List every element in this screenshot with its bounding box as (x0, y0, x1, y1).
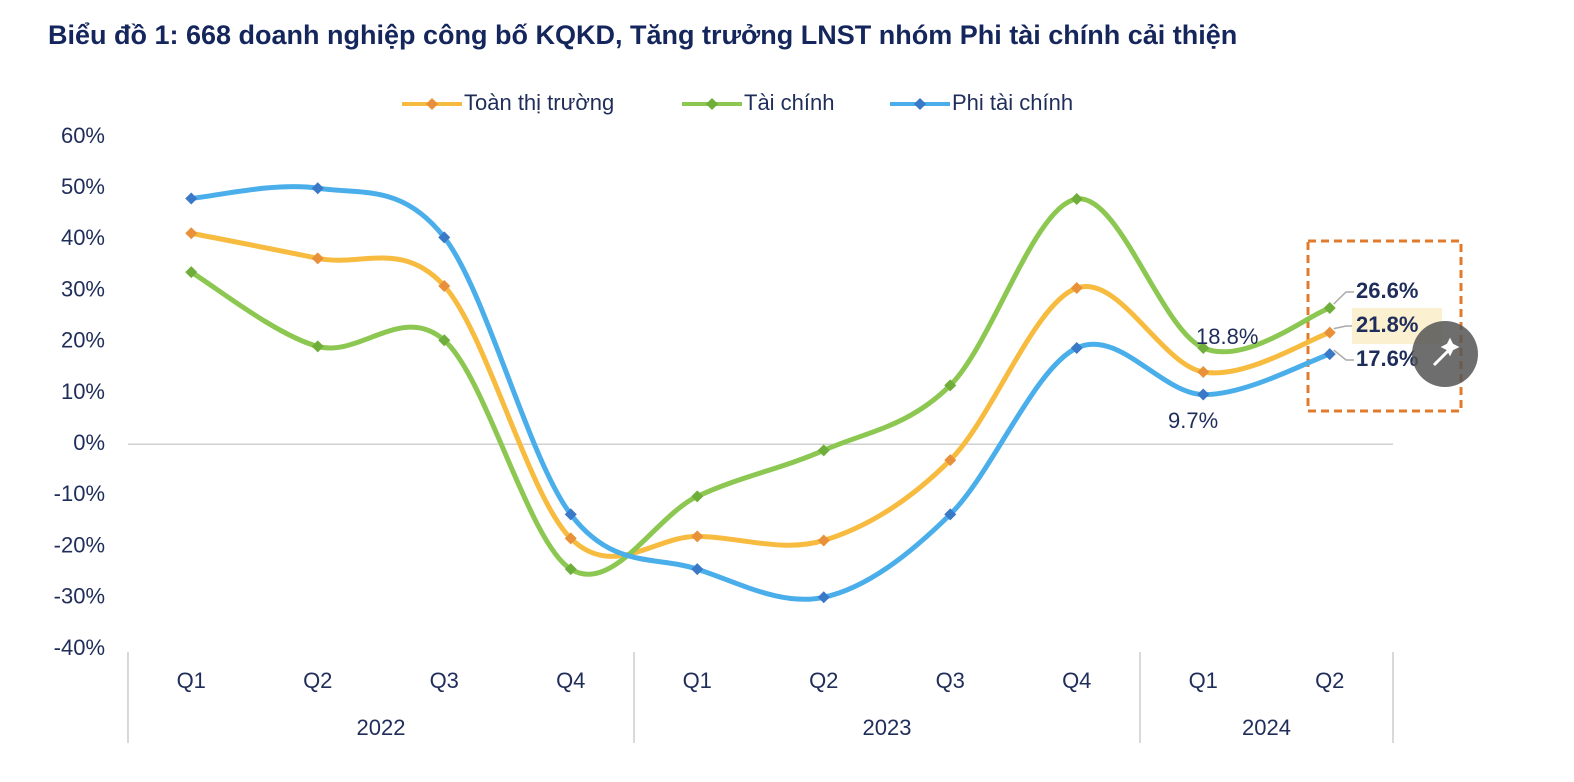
point-marker (944, 379, 957, 392)
point-marker (1323, 302, 1336, 315)
point-marker (564, 508, 577, 521)
point-marker (564, 563, 577, 576)
x-group-label: 2022 (357, 715, 406, 740)
point-marker (185, 266, 198, 279)
point-marker (438, 334, 451, 347)
x-tick-label: Q1 (1189, 668, 1218, 693)
x-tick-label: Q1 (177, 668, 206, 693)
leader-line (1333, 349, 1354, 361)
x-tick-label: Q3 (936, 668, 965, 693)
point-marker (1323, 326, 1336, 339)
point-marker (311, 252, 324, 265)
data-label: 17.6% (1356, 346, 1418, 371)
point-marker (311, 340, 324, 353)
series-line (188, 184, 1333, 602)
point-marker (1070, 341, 1083, 354)
leader-line (1333, 291, 1354, 305)
y-tick-label: -10% (54, 481, 105, 506)
x-tick-label: Q2 (1315, 668, 1344, 693)
point-marker (691, 563, 704, 576)
x-tick-label: Q2 (809, 668, 838, 693)
y-tick-label: 30% (61, 276, 105, 301)
y-tick-label: 50% (61, 174, 105, 199)
x-tick-label: Q2 (303, 668, 332, 693)
point-marker (311, 182, 324, 195)
point-marker (1070, 282, 1083, 295)
data-label: 21.8% (1356, 312, 1418, 337)
point-marker (185, 227, 198, 240)
x-group-label: 2023 (863, 715, 912, 740)
point-marker (1197, 388, 1210, 401)
point-marker (1197, 366, 1210, 379)
point-marker (817, 444, 830, 457)
y-tick-label: 10% (61, 379, 105, 404)
legend-label: Phi tài chính (952, 90, 1073, 115)
series-line (188, 196, 1333, 577)
point-marker (438, 279, 451, 292)
point-marker (564, 532, 577, 545)
legend-marker (706, 98, 718, 110)
point-marker (1197, 341, 1210, 354)
x-group-label: 2024 (1242, 715, 1291, 740)
data-label: 26.6% (1356, 278, 1418, 303)
series-line (188, 230, 1333, 559)
point-marker (944, 508, 957, 521)
data-label: 9.7% (1168, 408, 1218, 433)
leader-line (1333, 325, 1354, 330)
y-tick-label: 60% (61, 123, 105, 148)
legend-marker (426, 98, 438, 110)
x-tick-label: Q4 (1062, 668, 1091, 693)
edit-icon-glyph (1432, 337, 1460, 367)
point-marker (817, 591, 830, 604)
point-marker (438, 231, 451, 244)
y-tick-label: -40% (54, 635, 105, 660)
point-marker (1323, 348, 1336, 361)
point-marker (817, 534, 830, 547)
y-tick-label: 0% (73, 430, 105, 455)
point-marker (1070, 192, 1083, 205)
x-tick-label: Q4 (556, 668, 585, 693)
y-tick-label: -20% (54, 532, 105, 557)
chart-title: Biểu đồ 1: 668 doanh nghiệp công bố KQKD… (48, 20, 1237, 50)
x-tick-label: Q1 (683, 668, 712, 693)
y-tick-label: 40% (61, 225, 105, 250)
point-marker (185, 192, 198, 205)
x-tick-label: Q3 (430, 668, 459, 693)
y-tick-label: -30% (54, 584, 105, 609)
legend-marker (914, 98, 926, 110)
data-label: 18.8% (1196, 324, 1258, 349)
y-tick-label: 20% (61, 328, 105, 353)
point-marker (944, 454, 957, 467)
legend-label: Tài chính (744, 90, 835, 115)
legend-label: Toàn thị trường (464, 90, 614, 115)
point-marker (691, 490, 704, 503)
point-marker (691, 530, 704, 543)
